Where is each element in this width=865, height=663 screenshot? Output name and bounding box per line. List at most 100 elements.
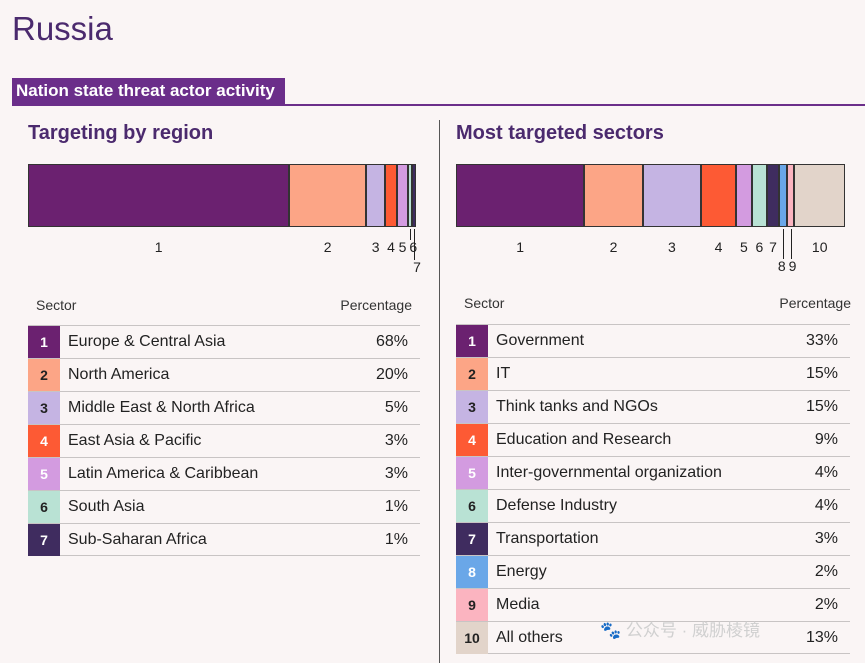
table-row: 9 Media 2% [456,588,850,621]
bar-segment [786,164,795,227]
sector-panel: Most targeted sectors 1 2 3 4 5 6 7 8 9 10 Sector P… [456,120,851,663]
table-row: 4 East Asia & Pacific 3% [28,424,420,457]
panel-title: Most targeted sectors [456,122,664,144]
row-percentage: 20% [375,366,408,383]
page-title: Russia [12,10,113,47]
segment-label: 1 [516,239,525,255]
row-number-badge: 3 [456,391,488,423]
table-row: 5 Inter-governmental organization 4% [456,456,850,489]
panel-title: Targeting by region [28,122,214,144]
row-percentage: 4% [814,464,838,481]
segment-label: 4 [387,239,395,255]
row-name: Middle East & North Africa [68,399,255,416]
table-row: 1 Europe & Central Asia 68% [28,325,420,358]
bar-segment [28,164,290,227]
label-leader-line [790,229,792,259]
row-percentage: 15% [805,398,838,415]
row-percentage: 5% [384,399,408,416]
row-percentage: 33% [805,332,838,349]
segment-label: 5 [398,239,407,255]
row-percentage: 1% [384,531,408,548]
row-number-badge: 6 [456,490,488,522]
row-name: IT [496,365,511,382]
row-number-badge: 7 [28,524,60,556]
row-name: Defense Industry [496,497,617,514]
row-number-badge: 4 [28,425,60,457]
bar-segment [396,164,409,227]
row-number-badge: 5 [456,457,488,489]
row-percentage: 3% [814,530,838,547]
row-number-badge: 2 [28,359,60,391]
bar-segment [366,164,386,227]
row-percentage: 2% [814,596,838,613]
row-name: Think tanks and NGOs [496,398,658,415]
segment-label: 5 [739,239,748,255]
segment-label: 7 [769,239,777,255]
row-number-badge: 6 [28,491,60,523]
stacked-bar [28,164,416,229]
row-name: Transportation [496,530,599,547]
row-number-badge: 5 [28,458,60,490]
table-row: 1 Government 33% [456,324,850,357]
row-percentage: 1% [384,498,408,515]
label-leader-line [414,229,416,260]
row-name: Sub-Saharan Africa [68,531,207,548]
segment-label: 6 [409,239,417,255]
segment-label: 2 [609,239,618,255]
stacked-bar [456,164,845,229]
watermark: 🐾 公众号 · 威胁棱镜 [600,621,760,640]
bar-segment [642,164,702,227]
table-row: 3 Middle East & North Africa 5% [28,391,420,424]
column-header-sector: Sector [464,295,505,311]
row-percentage: 13% [805,629,838,646]
row-name: Europe & Central Asia [68,333,226,350]
row-percentage: 4% [814,497,838,514]
segment-label: 7 [413,259,421,275]
bar-segment [456,164,585,227]
row-number-badge: 10 [456,622,488,654]
segment-label: 3 [371,239,380,255]
table-row: 2 IT 15% [456,357,850,390]
table-row: 7 Sub-Saharan Africa 1% [28,523,420,556]
label-leader-line [782,229,784,259]
bar-segment [736,164,752,227]
bar-segment [701,164,737,227]
row-name: South Asia [68,498,145,515]
bar-segment [385,164,397,227]
row-name: Latin America & Caribbean [68,465,259,482]
banner-rule [12,104,865,106]
panel-divider [439,120,440,663]
row-percentage: 9% [814,431,838,448]
row-name: Inter-governmental organization [496,464,722,481]
section-banner: Nation state threat actor activity [12,78,285,105]
segment-label: 4 [714,239,723,255]
column-header-sector: Sector [36,297,77,313]
table-row: 8 Energy 2% [456,555,850,588]
row-number-badge: 2 [456,358,488,390]
bar-segment [751,164,768,227]
row-name: North America [68,366,170,383]
table-row: 5 Latin America & Caribbean 3% [28,457,420,490]
region-panel: Targeting by region 1234567SectorPercent… [28,120,421,663]
segment-label: 10 [811,239,828,255]
row-number-badge: 7 [456,523,488,555]
row-number-badge: 4 [456,424,488,456]
row-name: Government [496,332,585,349]
segment-label: 1 [154,239,163,255]
row-percentage: 15% [805,365,838,382]
bar-segment [412,164,416,227]
legend-table: 1 Europe & Central Asia 68% 2 North America 2… [28,325,420,556]
bar-segment [794,164,845,227]
table-row: 2 North America 20% [28,358,420,391]
segment-label: 3 [667,239,676,255]
row-percentage: 3% [384,465,408,482]
legend-table: 1 Government 33% 2 IT 15% 3 Think tanks and NGO… [456,324,850,654]
segment-label: 2 [323,239,332,255]
row-percentage: 3% [384,432,408,449]
row-number-badge: 9 [456,589,488,621]
label-leader-line [410,229,412,240]
segment-label: 6 [755,239,764,255]
row-number-badge: 8 [456,556,488,588]
row-number-badge: 3 [28,392,60,424]
row-name: East Asia & Pacific [68,432,202,449]
